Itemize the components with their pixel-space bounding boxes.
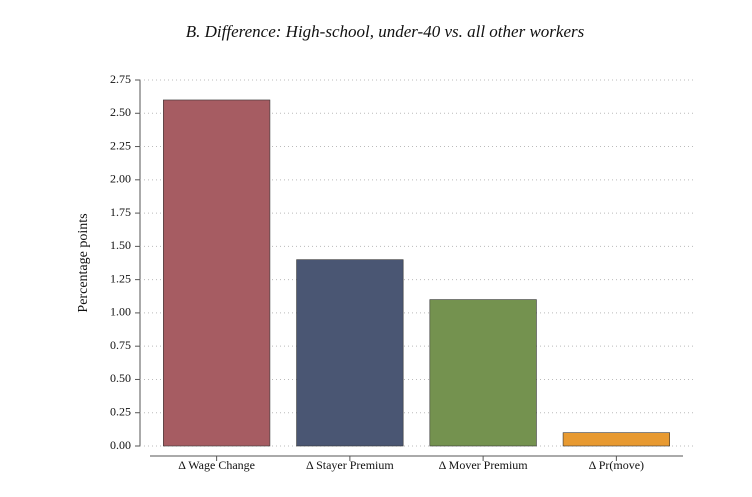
x-tick-label: Δ Stayer Premium <box>306 458 394 472</box>
y-tick-label: 0.00 <box>110 438 131 452</box>
y-tick-label: 0.50 <box>110 371 131 385</box>
x-tick-label: Δ Mover Premium <box>439 458 529 472</box>
y-tick-label: 1.25 <box>110 271 131 285</box>
bar <box>562 432 670 447</box>
x-tick-label: Δ Wage Change <box>178 458 255 472</box>
bar <box>163 99 271 447</box>
y-tick-label: 1.75 <box>110 205 131 219</box>
bar <box>429 299 537 447</box>
y-tick-label: 2.75 <box>110 72 131 86</box>
y-tick-label: 2.00 <box>110 172 131 186</box>
bar <box>296 259 404 447</box>
y-tick-label: 0.25 <box>110 404 131 418</box>
y-tick-label: 0.75 <box>110 338 131 352</box>
x-tick-label: Δ Pr(move) <box>589 458 644 472</box>
chart-title: B. Difference: High-school, under-40 vs.… <box>186 22 585 41</box>
y-axis-label: Percentage points <box>76 213 91 312</box>
y-tick-label: 1.50 <box>110 238 131 252</box>
y-tick-label: 2.25 <box>110 138 131 152</box>
y-tick-label: 2.50 <box>110 105 131 119</box>
y-tick-label: 1.00 <box>110 305 131 319</box>
